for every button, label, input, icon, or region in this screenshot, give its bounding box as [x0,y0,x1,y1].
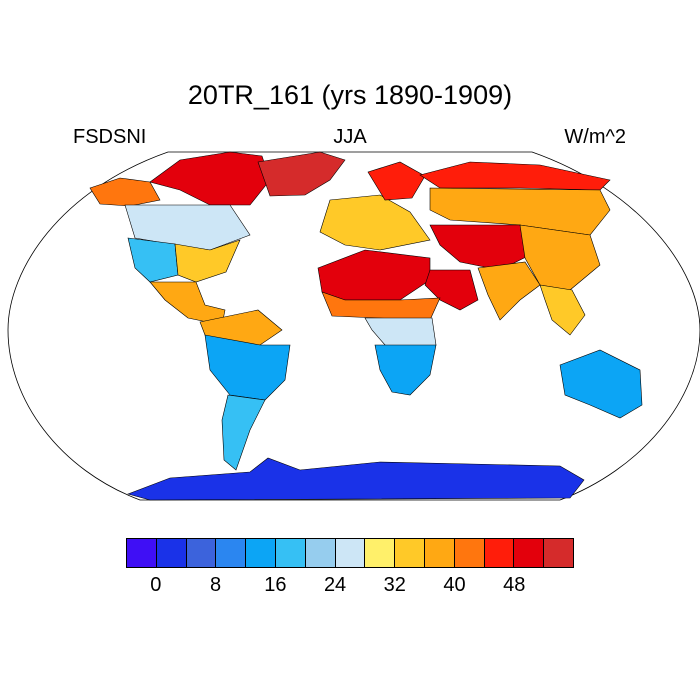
region-southern-south-america [221,394,266,471]
colorbar-swatch [335,539,366,567]
colorbar-swatch [484,539,515,567]
region-arabian-peninsula [424,269,479,311]
colorbar-swatch [305,539,336,567]
region-antarctica [127,457,585,501]
region-western-united-states [127,237,179,283]
region-australia [559,349,643,419]
plot-title: 20TR_161 (yrs 1890-1909) [187,80,513,110]
colorbar-tick-label: 24 [323,574,347,596]
colorbar [126,538,574,568]
colorbar-swatch [365,539,396,567]
colorbar-swatch [454,539,485,567]
colorbar-swatch [216,539,247,567]
colorbar-swatch [127,539,157,567]
colorbar-tick-label: 40 [443,574,466,596]
region-scandinavia [367,161,426,201]
region-alaska [89,177,161,207]
colorbar-swatch [395,539,425,567]
region-eastern-united-states [174,239,241,283]
region-southeast-asia [539,284,586,336]
colorbar-swatch [156,539,187,567]
colorbar-swatch [424,539,455,567]
colorbar-swatch [514,539,545,567]
region-india [477,261,541,321]
region-sahel [321,291,441,321]
colorbar-swatch [275,539,306,567]
region-southern-africa [374,344,437,396]
colorbar-tick-label: 8 [210,574,222,596]
colorbar-swatch [544,539,573,567]
colorbar-tick-label: 0 [150,574,162,596]
season-label: JJA [333,126,367,148]
colorbar-swatch [186,539,217,567]
region-brazil [204,334,291,401]
colorbar-tick-label: 48 [503,574,526,596]
colorbar-tick-label: 16 [264,574,287,596]
colorbar-swatch [246,539,276,567]
units-label: W/m^2 [564,126,626,148]
variable-label: FSDSNI [73,126,147,148]
colorbar-tick-label: 32 [383,574,406,596]
region-greenland [257,151,346,197]
